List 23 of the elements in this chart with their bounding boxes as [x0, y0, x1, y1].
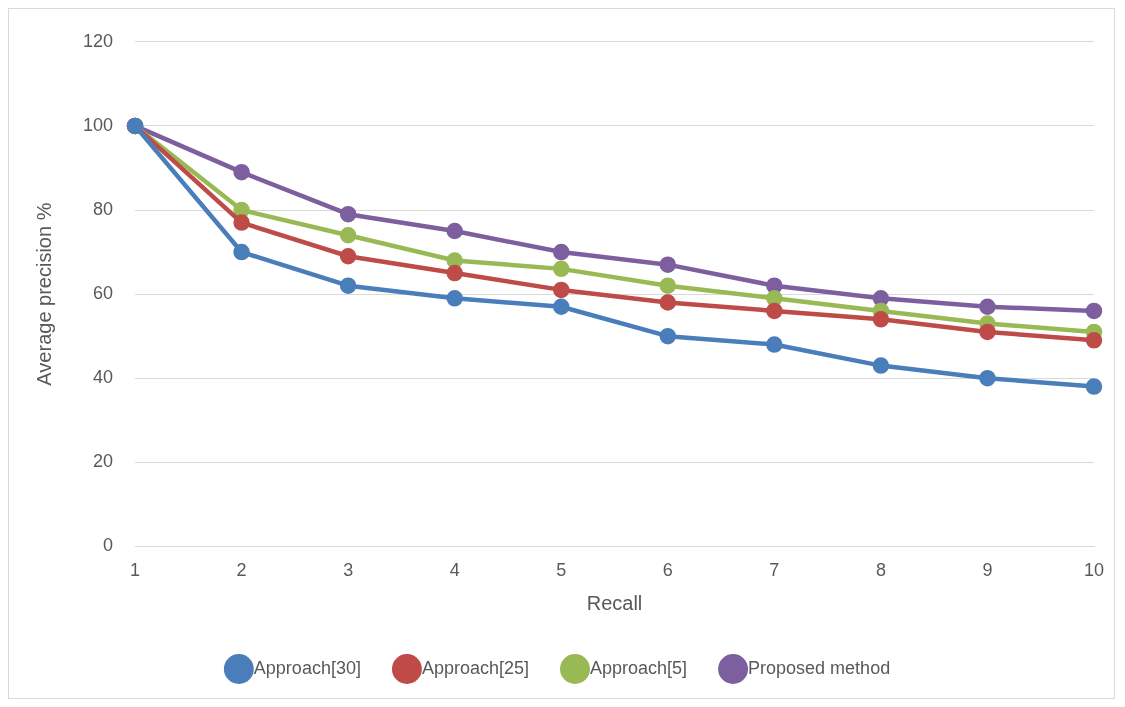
- x-tick-label: 2: [236, 560, 247, 581]
- x-axis-title: Recall: [586, 591, 643, 614]
- x-tick-label: 3: [343, 560, 354, 581]
- y-tick-label: 120: [82, 30, 114, 51]
- x-tick-label: 10: [1083, 560, 1105, 581]
- y-tick-label: 20: [93, 451, 114, 472]
- x-tick-label: 7: [769, 560, 780, 581]
- x-tick-label: 4: [449, 560, 460, 581]
- y-tick-label: 80: [93, 198, 114, 219]
- y-tick-label: 100: [82, 114, 114, 135]
- y-axis-title: Average precision %: [32, 202, 55, 386]
- legend-label: Proposed method: [748, 657, 891, 678]
- y-tick-label: 40: [93, 367, 114, 388]
- legend-label: Approach[25]: [421, 657, 529, 678]
- legend-label: Approach[5]: [590, 657, 688, 678]
- x-tick-label: 9: [982, 560, 993, 581]
- x-tick-label: 1: [130, 560, 141, 581]
- legend-label: Approach[30]: [253, 657, 361, 678]
- x-tick-label: 6: [662, 560, 673, 581]
- y-tick-label: 0: [103, 535, 114, 556]
- x-tick-label: 5: [556, 560, 567, 581]
- y-tick-label: 60: [93, 283, 114, 304]
- x-tick-label: 8: [875, 560, 886, 581]
